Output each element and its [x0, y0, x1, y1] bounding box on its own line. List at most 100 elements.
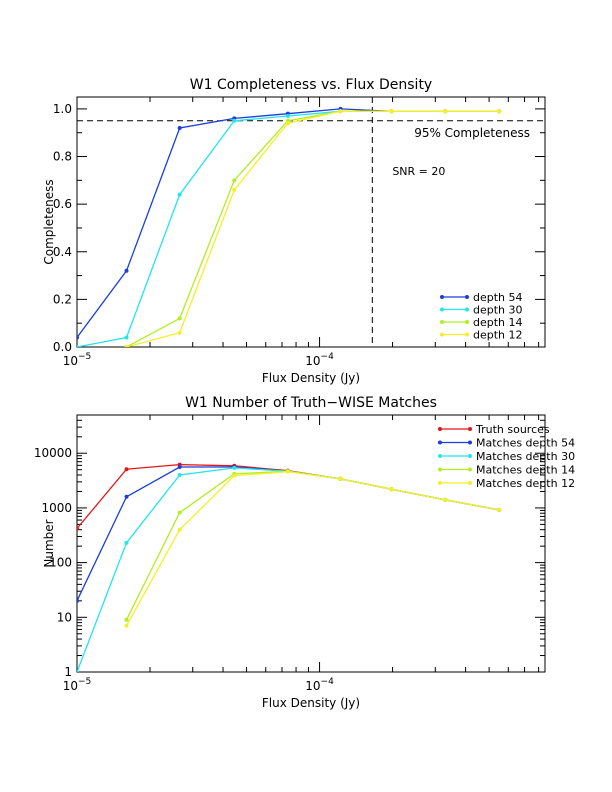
x-tick-label: 10−5 [63, 352, 92, 368]
threshold-label: 95% Completeness [414, 126, 530, 140]
y-tick-label: 1 [64, 665, 72, 679]
y-tick-label: 10 [57, 610, 72, 624]
data-point [285, 114, 290, 119]
y-axis-label: Number [42, 519, 56, 567]
series-line [77, 463, 500, 529]
legend-label: depth 14 [473, 316, 523, 329]
legend-label: Matches depth 14 [476, 464, 575, 477]
data-point [177, 510, 182, 515]
data-point [124, 345, 129, 347]
legend-label: Matches depth 54 [476, 437, 575, 450]
y-tick-label: 0.4 [53, 245, 72, 259]
data-point [285, 121, 290, 126]
series-line [77, 108, 500, 338]
data-point [443, 109, 448, 114]
x-tick-label: 10−4 [305, 352, 334, 368]
data-point [497, 507, 502, 512]
y-tick-label: 100 [49, 556, 72, 570]
legend-label: Matches depth 30 [476, 450, 575, 463]
series-depth-12 [124, 109, 502, 347]
series-matches-depth-14 [124, 469, 502, 622]
legend-label: Matches depth 12 [476, 477, 575, 490]
legend-marker [438, 481, 442, 485]
data-point [338, 109, 343, 114]
series-line [77, 110, 500, 347]
legend-label: Truth sources [475, 423, 550, 436]
y-tick-label: 0.8 [53, 150, 72, 164]
series-matches-depth-12 [124, 469, 502, 628]
legend-label: depth 30 [473, 304, 523, 317]
snr-label: SNR = 20 [392, 165, 445, 178]
series-depth-30 [77, 109, 502, 347]
y-tick-label: 0.0 [53, 340, 72, 354]
chart-title: W1 Completeness vs. Flux Density [190, 77, 432, 93]
data-point [177, 330, 182, 335]
y-tick-label: 0.6 [53, 197, 72, 211]
data-point [232, 465, 237, 470]
x-tick-label: 10−4 [305, 677, 334, 693]
legend-marker [440, 320, 444, 324]
data-point [285, 469, 290, 474]
legend-marker [468, 481, 472, 485]
legend-marker [468, 454, 472, 458]
plot-frame [76, 96, 546, 348]
completeness-chart: W1 Completeness vs. Flux Density Flux Den… [42, 77, 546, 385]
x-axis-label: Flux Density (Jy) [262, 696, 360, 710]
data-point [124, 540, 129, 545]
data-point [124, 335, 129, 340]
series-line [126, 110, 500, 347]
x-tick-label: 10−5 [63, 677, 92, 693]
y-tick-label: 0.2 [53, 292, 72, 306]
legend-marker [465, 295, 469, 299]
data-point [77, 670, 79, 672]
data-point [77, 526, 79, 531]
legend-marker [438, 440, 442, 445]
legend-marker [438, 467, 442, 472]
legend-marker [468, 440, 472, 445]
matches-chart: W1 Number of Truth−WISE Matches Flux Dens… [34, 395, 575, 710]
legend-marker [465, 320, 469, 324]
legend-label: depth 12 [473, 329, 523, 342]
data-point [232, 118, 237, 123]
data-point [77, 598, 79, 603]
series-depth-14 [124, 109, 502, 347]
legend-marker [438, 427, 442, 431]
series-line [77, 466, 500, 602]
legend-marker [468, 467, 472, 472]
y-tick-label: 1.0 [53, 102, 72, 116]
legend-marker [465, 307, 469, 312]
data-point [177, 125, 182, 130]
data-point [77, 335, 79, 340]
data-point [77, 345, 79, 347]
data-point [389, 109, 394, 114]
y-tick-label: 10000 [34, 446, 72, 460]
data-point [177, 472, 182, 477]
data-point [232, 187, 237, 192]
series-matches-depth-54 [77, 465, 502, 603]
chart-title: W1 Number of Truth−WISE Matches [185, 395, 437, 411]
y-tick-label: 1000 [41, 501, 72, 515]
data-point [177, 192, 182, 197]
legend-marker [440, 307, 444, 312]
data-point [124, 494, 129, 499]
series-matches-depth-30 [77, 465, 502, 672]
data-point [443, 497, 448, 502]
data-point [497, 109, 502, 114]
data-point [232, 178, 237, 183]
data-point [124, 617, 129, 622]
data-point [124, 623, 129, 628]
series-line [126, 110, 500, 347]
legend-marker [440, 295, 444, 299]
legend-label: depth 54 [473, 291, 523, 304]
y-axis-label: Completeness [42, 179, 56, 264]
data-point [389, 487, 394, 492]
data-point [338, 476, 343, 481]
series-line [125, 471, 500, 627]
data-point [177, 316, 182, 321]
data-point [124, 268, 129, 273]
x-axis-label: Flux Density (Jy) [262, 371, 360, 385]
data-point [124, 467, 129, 472]
data-point [177, 465, 182, 470]
